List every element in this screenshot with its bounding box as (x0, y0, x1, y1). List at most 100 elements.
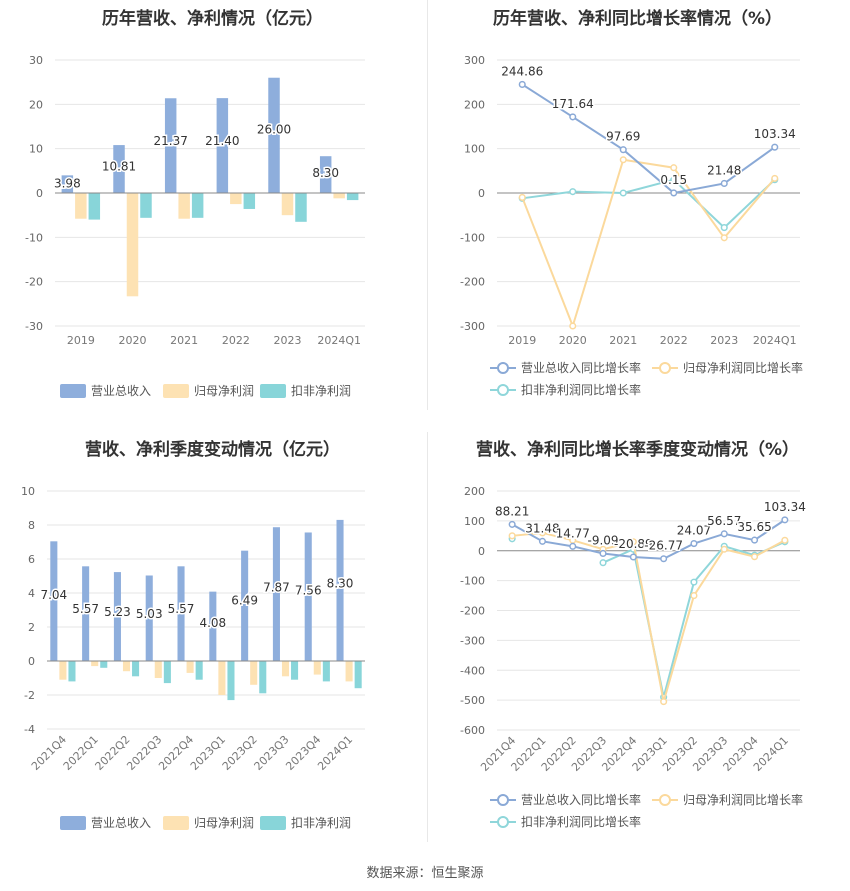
data-point (720, 234, 728, 242)
bar-deducted-profit (259, 661, 267, 694)
panel-quarterly-amounts: 营收、净利季度变动情况（亿元） -4 -2 0 2 4 6 8 10 2021Q4 2022Q1 2… (0, 426, 425, 856)
legend-marker (659, 794, 671, 806)
data-label: 10.81 (102, 160, 136, 174)
y-tick-label: -300 (460, 634, 485, 647)
data-point (619, 156, 627, 164)
chart-annual-growth: -300 -200 -100 0 100 200 300 2019 2020 2021 2022 20… (460, 54, 803, 397)
panel-annual-amounts: 历年营收、净利情况（亿元） -30 -20 -10 0 10 20 30 2019 2020 20… (0, 0, 425, 410)
data-point (751, 553, 759, 561)
data-label: 97.69 (606, 130, 640, 144)
data-point (629, 538, 637, 546)
series-line-net-profit-growth (521, 158, 776, 330)
y-tick-label: -100 (460, 575, 485, 588)
data-label: 21.48 (707, 163, 741, 177)
data-point (720, 224, 728, 232)
data-point (599, 559, 607, 567)
bar-deducted-profit (68, 661, 76, 682)
legend-label: 扣非净利润 (291, 816, 351, 830)
y-tick-label: 2 (28, 621, 35, 634)
bar-net-profit (178, 193, 190, 219)
data-point (751, 536, 759, 544)
bar-net-profit (154, 661, 162, 678)
data-label: 14.77 (556, 526, 590, 540)
legend-marker (497, 362, 509, 374)
chart-annual-amounts: -30 -20 -10 0 10 20 30 2019 2020 2021 2022 2023 2024… (25, 54, 365, 398)
legend-swatch (260, 816, 286, 830)
y-tick-label: -400 (460, 664, 485, 677)
legend-label: 营业总收入同比增长率 (521, 792, 641, 807)
data-label: 6.49 (231, 593, 258, 607)
bar-net-profit (313, 661, 321, 675)
bar-revenue (113, 145, 125, 193)
data-point (660, 698, 668, 706)
bar-net-profit (126, 193, 139, 297)
y-tick-label: -10 (25, 231, 43, 244)
bar-deducted-profit (140, 193, 152, 218)
data-point (569, 113, 577, 121)
bar-net-profit (230, 193, 242, 205)
data-label: 244.86 (501, 64, 543, 78)
data-label: 31.48 (525, 521, 559, 535)
y-tick-label: 30 (29, 54, 43, 67)
data-label: 5.23 (104, 605, 131, 619)
bar-net-profit (122, 661, 131, 672)
data-point (518, 193, 526, 201)
x-tick-label: 2023 (710, 334, 738, 347)
data-point (619, 146, 627, 154)
bar-revenue (177, 566, 185, 661)
data-label: 8.30 (312, 166, 339, 180)
y-tick-label: -600 (460, 724, 485, 737)
series-line-revenue-growth (521, 83, 776, 195)
bar-net-profit (281, 193, 294, 216)
bar-net-profit (59, 661, 67, 680)
legend-label: 营业总收入 (91, 384, 151, 398)
y-tick-label: 200 (464, 98, 485, 111)
bar-net-profit (91, 661, 99, 667)
bar-deducted-profit (88, 193, 101, 220)
legend-marker (497, 816, 509, 828)
data-point (619, 189, 627, 197)
y-tick-label: 0 (478, 545, 485, 558)
data-point (569, 322, 577, 330)
data-label: 5.57 (72, 602, 99, 616)
y-tick-label: 10 (29, 143, 43, 156)
data-point (781, 516, 789, 524)
x-tick-label: 2021 (170, 334, 198, 347)
legend-label: 营业总收入 (91, 816, 151, 830)
series-line-deducted-profit-growth (602, 540, 786, 698)
y-tick-label: -30 (25, 320, 43, 333)
bar-deducted-profit (100, 661, 108, 668)
bar-net-profit (250, 661, 258, 685)
data-label: -26.77 (644, 539, 683, 553)
y-tick-label: 10 (21, 485, 35, 498)
data-label: 7.87 (263, 580, 290, 594)
x-tick-label: 2024Q1 (753, 334, 797, 347)
bar-net-profit (186, 661, 194, 673)
data-label: -20.89 (614, 537, 653, 551)
data-label: 88.21 (495, 504, 529, 518)
data-point (629, 553, 637, 561)
legend-swatch (260, 384, 286, 398)
data-label: 4.08 (199, 616, 226, 630)
data-point (720, 545, 728, 553)
y-tick-label: 100 (464, 143, 485, 156)
data-label: 56.57 (707, 514, 741, 528)
data-label: 26.00 (257, 123, 291, 137)
chart-quarterly-growth: -600-500-400-300-200-10001002002021Q4202… (460, 485, 807, 829)
bar-net-profit (75, 193, 87, 219)
data-point (508, 532, 516, 540)
data-point (670, 164, 678, 172)
bar-net-profit (218, 661, 226, 695)
bar-deducted-profit (163, 661, 171, 684)
legend-marker (497, 794, 509, 806)
data-label: 35.65 (737, 520, 771, 534)
series-line-revenue-growth (511, 519, 786, 560)
data-label: 5.57 (168, 602, 195, 616)
bar-revenue (164, 98, 177, 193)
x-tick-label: 2022 (660, 334, 688, 347)
data-point (771, 174, 779, 182)
x-tick-label: 2023 (274, 334, 302, 347)
data-point (518, 80, 526, 88)
bar-revenue (304, 532, 312, 661)
chart-title-annual-amounts: 历年营收、净利情况（亿元） (102, 9, 323, 29)
